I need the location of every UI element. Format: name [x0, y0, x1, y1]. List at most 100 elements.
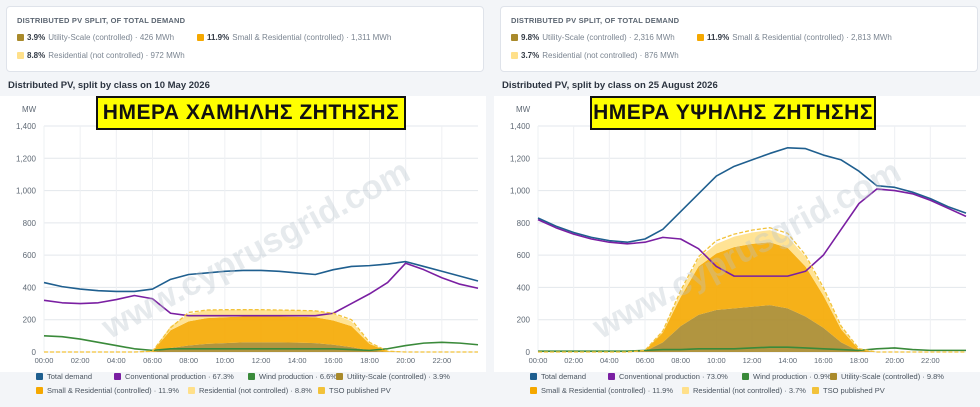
utility-swatch — [17, 34, 24, 41]
y-tick-label: 200 — [23, 316, 37, 325]
tso-published-pv-line — [44, 309, 478, 353]
x-tick-label: 12:00 — [252, 356, 271, 365]
legend-swatch — [336, 373, 343, 380]
legend-item: Total demand — [36, 372, 92, 381]
summary-title: DISTRIBUTED PV SPLIT, OF TOTAL DEMAND — [511, 16, 680, 25]
summary-pct: 11.9% — [707, 33, 730, 42]
summary-pct: 8.8% — [27, 51, 46, 60]
x-tick-label: 14:00 — [778, 356, 797, 365]
wind-production-line — [43, 335, 479, 352]
legend-item: Wind production · 0.9% — [742, 372, 831, 381]
legend-swatch — [530, 387, 537, 394]
legend-item: Small & Residential (controlled) · 11.9% — [530, 386, 673, 395]
legend-label: Utility-Scale (controlled) · 9.8% — [841, 372, 944, 381]
day-type-banner: ΗΜΕΡΑ ΧΑΜΗΛΗΣ ΖΗΤΗΣΗΣ — [96, 96, 406, 130]
x-tick-label: 08:00 — [179, 356, 198, 365]
x-tick-label: 18:00 — [360, 356, 379, 365]
x-tick-label: 00:00 — [529, 356, 548, 365]
legend-label: Small & Residential (controlled) · 11.9% — [47, 386, 180, 395]
x-tick-label: 02:00 — [564, 356, 583, 365]
legend-label: Small & Residential (controlled) · 11.9% — [541, 386, 674, 395]
summary-label: Utility-Scale (controlled) · 426 MWh — [48, 33, 175, 42]
small-res-swatch — [697, 34, 704, 41]
legend-item: Residential (not controlled) · 3.7% — [682, 386, 806, 395]
summary-label: Residential (not controlled) · 972 MWh — [48, 51, 185, 60]
legend-swatch — [812, 387, 819, 394]
summary-pct: 3.7% — [521, 51, 540, 60]
y-tick-label: 1,400 — [510, 122, 531, 131]
x-tick-label: 20:00 — [396, 356, 415, 365]
legend-label: Wind production · 6.6% — [259, 372, 337, 381]
chart-plot: 0 200 400 600 800 1,000 1,200 1,400 MW 00:00 02:00… — [0, 96, 486, 372]
conventional-production-line — [43, 262, 479, 317]
y-tick-label: 0 — [526, 348, 531, 357]
summary-item-res-nc: 3.7% Residential (not controlled) · 876 M… — [511, 51, 679, 60]
x-tick-label: 12:00 — [743, 356, 762, 365]
chart-title: Distributed PV, split by class on 10 May… — [8, 80, 210, 91]
y-tick-label: 1,200 — [16, 154, 37, 163]
legend-swatch — [36, 373, 43, 380]
summary-item-res-nc: 8.8% Residential (not controlled) · 972 M… — [17, 51, 185, 60]
utility-scale-area — [538, 305, 966, 352]
legend-label: Residential (not controlled) · 3.7% — [693, 386, 806, 395]
y-tick-label: 1,400 — [16, 122, 37, 131]
pv-split-summary: DISTRIBUTED PV SPLIT, OF TOTAL DEMAND 3.… — [6, 6, 484, 72]
chart-plot: 0 200 400 600 800 1,000 1,200 1,400 MW 00:00 02:00… — [494, 96, 980, 372]
legend-item: Residential (not controlled) · 8.8% — [188, 386, 312, 395]
legend-label: Conventional production · 73.0% — [619, 372, 728, 381]
chart-panel-high-demand: DISTRIBUTED PV SPLIT, OF TOTAL DEMAND 9.… — [494, 0, 980, 407]
small-res-swatch — [197, 34, 204, 41]
y-tick-label: 1,000 — [510, 187, 531, 196]
x-tick-label: 10:00 — [215, 356, 234, 365]
legend-swatch — [530, 373, 537, 380]
chart-panel-low-demand: DISTRIBUTED PV SPLIT, OF TOTAL DEMAND 3.… — [0, 0, 486, 407]
y-axis-label: MW — [22, 105, 37, 114]
legend-swatch — [318, 387, 325, 394]
summary-label: Small & Residential (controlled) · 1,311… — [232, 33, 392, 42]
summary-pct: 3.9% — [27, 33, 46, 42]
pv-split-summary: DISTRIBUTED PV SPLIT, OF TOTAL DEMAND 9.… — [500, 6, 978, 72]
legend-label: Utility-Scale (controlled) · 3.9% — [347, 372, 450, 381]
y-tick-label: 600 — [23, 251, 37, 260]
y-tick-label: 0 — [32, 348, 37, 357]
x-tick-label: 16:00 — [324, 356, 343, 365]
legend-swatch — [608, 373, 615, 380]
legend-item: Conventional production · 73.0% — [608, 372, 728, 381]
legend-item: Conventional production · 67.3% — [114, 372, 234, 381]
summary-pct: 11.9% — [207, 33, 230, 42]
utility-swatch — [511, 34, 518, 41]
legend-label: Total demand — [541, 372, 587, 381]
y-tick-label: 400 — [23, 283, 37, 292]
legend-swatch — [248, 373, 255, 380]
legend-label: Conventional production · 67.3% — [125, 372, 234, 381]
x-tick-label: 16:00 — [814, 356, 833, 365]
y-tick-label: 200 — [517, 316, 531, 325]
legend-label: Residential (not controlled) · 8.8% — [199, 386, 312, 395]
legend-swatch — [188, 387, 195, 394]
summary-item-utility: 3.9% Utility-Scale (controlled) · 426 MWh — [17, 33, 174, 42]
x-tick-label: 00:00 — [35, 356, 54, 365]
day-type-banner: ΗΜΕΡΑ ΥΨΗΛΗΣ ΖΗΤΗΣΗΣ — [590, 96, 876, 130]
legend-swatch — [742, 373, 749, 380]
x-tick-label: 10:00 — [707, 356, 726, 365]
x-tick-label: 22:00 — [432, 356, 451, 365]
x-tick-label: 08:00 — [671, 356, 690, 365]
legend-swatch — [830, 373, 837, 380]
wind-production-line — [538, 346, 966, 352]
legend-item: Wind production · 6.6% — [248, 372, 337, 381]
y-tick-label: 600 — [517, 251, 531, 260]
utility-scale-area — [44, 342, 478, 352]
legend-label: TSO published PV — [329, 386, 391, 395]
small-residential-area — [44, 316, 478, 352]
x-tick-label: 06:00 — [143, 356, 162, 365]
legend-item: Small & Residential (controlled) · 11.9% — [36, 386, 179, 395]
summary-label: Utility-Scale (controlled) · 2,316 MWh — [542, 33, 675, 42]
legend-swatch — [36, 387, 43, 394]
y-tick-label: 1,000 — [16, 187, 37, 196]
total-demand-line — [43, 260, 479, 293]
legend-label: TSO published PV — [823, 386, 885, 395]
summary-title: DISTRIBUTED PV SPLIT, OF TOTAL DEMAND — [17, 16, 186, 25]
summary-label: Small & Residential (controlled) · 2,813… — [732, 33, 892, 42]
summary-label: Residential (not controlled) · 876 MWh — [542, 51, 679, 60]
res-nc-swatch — [511, 52, 518, 59]
